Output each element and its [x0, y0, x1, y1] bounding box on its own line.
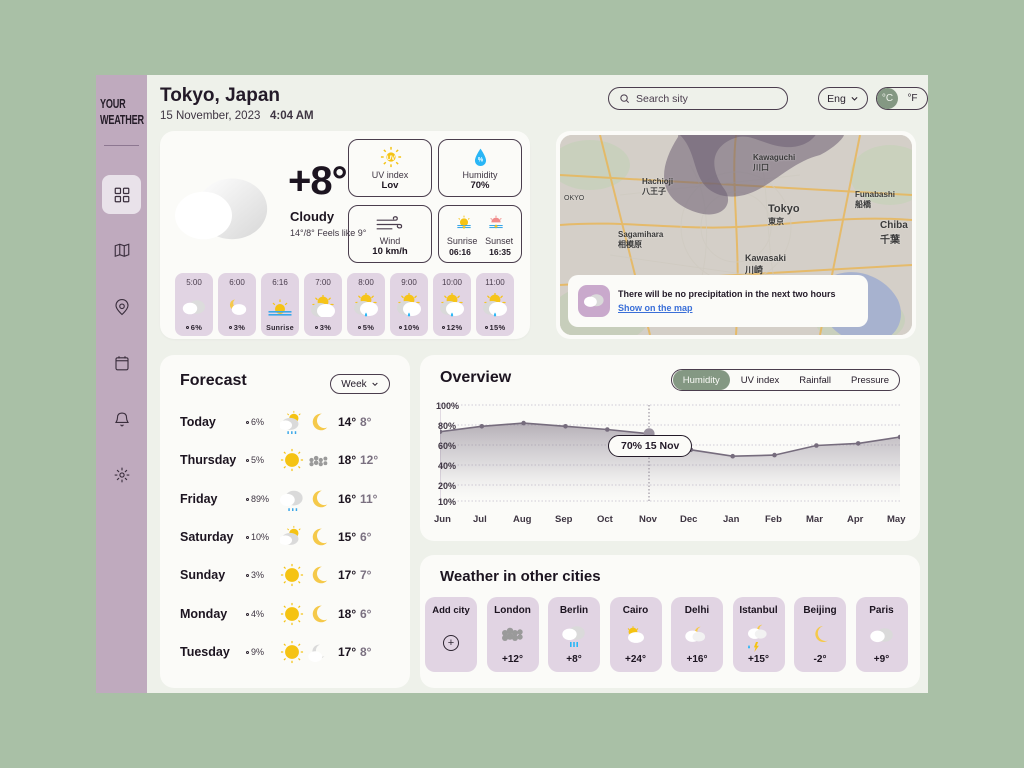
- svg-text:%: %: [478, 157, 484, 163]
- svg-text:UV: UV: [387, 156, 395, 162]
